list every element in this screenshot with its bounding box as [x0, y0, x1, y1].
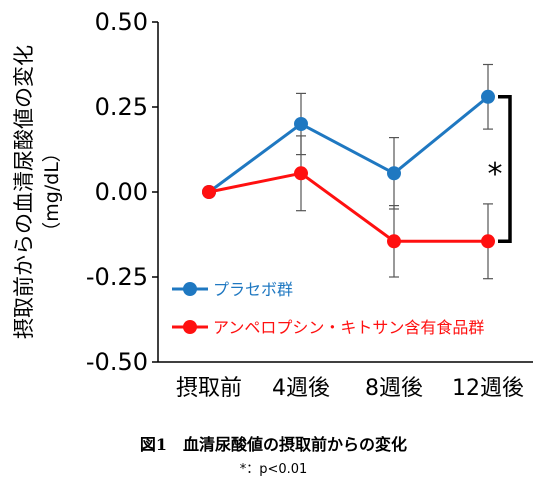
y-tick-label: -0.25	[86, 263, 148, 291]
x-tick-label: 8週後	[365, 376, 423, 401]
data-point	[481, 234, 495, 249]
chart: 0.50 0.25 0.00 -0.25 -0.50 摂取前 4週後 8週後 12週後 摂取前から…	[12, 8, 533, 401]
data-point	[202, 185, 216, 199]
x-tick-label: 4週後	[272, 376, 330, 401]
legend-label: アンペロプシン・キトサン含有食品群	[213, 318, 484, 337]
data-point	[481, 89, 495, 104]
data-point	[294, 117, 308, 131]
y-tick-label: -0.50	[86, 348, 148, 376]
significance-note: *：p<0.01	[239, 462, 308, 477]
series-line	[208, 95, 489, 194]
significance-bracket	[498, 95, 512, 244]
data-point	[387, 234, 401, 249]
significance-marker: *	[488, 157, 503, 192]
series-1	[202, 63, 495, 210]
x-tick-label: 12週後	[452, 376, 524, 401]
y-tick-label: 0.25	[95, 93, 148, 121]
series-2	[202, 135, 495, 280]
y-axis-label: 摂取前からの血清尿酸値の変化	[12, 45, 36, 339]
data-point	[294, 166, 308, 181]
y-axis-unit: （mg/dL）	[41, 143, 63, 241]
data-point	[387, 166, 401, 181]
figure-caption-title: 図1 血清尿酸値の摂取前からの変化	[139, 435, 408, 454]
y-tick-label: 0.00	[95, 178, 148, 206]
x-tick-label: 摂取前	[176, 376, 242, 401]
legend-item-1: プラセボ群	[172, 280, 293, 299]
legend-swatch-marker	[183, 282, 197, 296]
series-line	[208, 171, 488, 243]
legend-item-2: アンペロプシン・キトサン含有食品群	[172, 318, 484, 337]
y-tick-label: 0.50	[95, 8, 148, 36]
legend-swatch-marker	[183, 320, 197, 334]
legend-label: プラセボ群	[213, 280, 293, 299]
